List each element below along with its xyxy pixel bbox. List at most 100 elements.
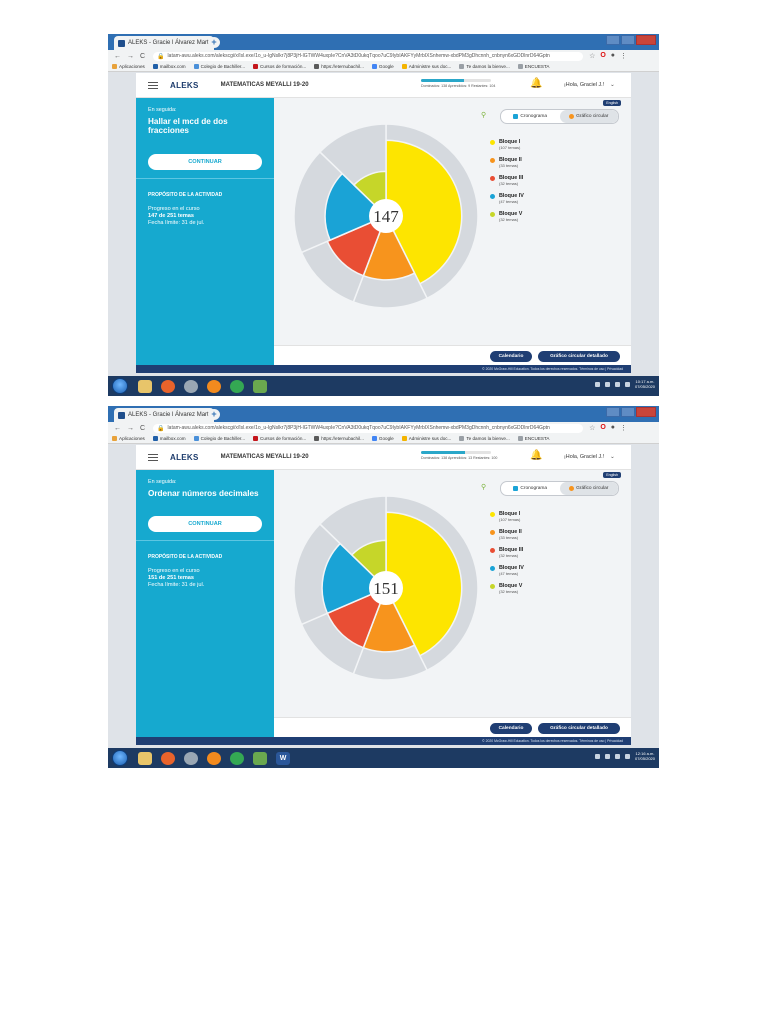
minimize-icon[interactable] — [606, 407, 620, 417]
media-player-icon[interactable] — [207, 379, 221, 393]
file-explorer-icon[interactable] — [138, 751, 152, 765]
continue-button[interactable]: CONTINUAR — [148, 516, 262, 532]
close-window-icon[interactable] — [636, 407, 656, 417]
account-icon[interactable]: ● — [610, 424, 616, 431]
legend-item[interactable]: Bloque V (32 temas) — [490, 583, 524, 594]
media-icon[interactable] — [184, 751, 198, 765]
bookmark-item[interactable]: mailbox.com — [152, 436, 186, 441]
bookmark-item[interactable]: mailbox.com — [152, 64, 186, 69]
new-tab-icon[interactable]: + — [208, 37, 220, 48]
maximize-icon[interactable] — [621, 35, 635, 45]
user-menu[interactable]: ¡Hola, Graciel J.! ⌄ — [564, 454, 615, 460]
bookmark-item[interactable]: ENCUESTA — [517, 64, 549, 69]
volume-icon[interactable] — [614, 753, 620, 759]
bell-icon[interactable]: 🔔 — [530, 450, 543, 461]
clock[interactable]: 12:16 a.m. 07/05/2020 — [634, 751, 655, 761]
bookmark-item[interactable]: Aplicaciones — [112, 64, 145, 69]
chrome-icon[interactable] — [230, 379, 244, 393]
back-icon[interactable]: ← — [114, 424, 121, 432]
network-icon[interactable] — [624, 753, 630, 759]
legend-item[interactable]: Bloque II (33 temas) — [490, 157, 524, 168]
legend-item[interactable]: Bloque III (32 temas) — [490, 547, 524, 558]
opera-icon[interactable]: O — [600, 52, 606, 59]
reload-icon[interactable]: C — [140, 52, 146, 60]
calendar-button[interactable]: Calendario — [490, 351, 532, 362]
legend-item[interactable]: Bloque III (32 temas) — [490, 175, 524, 186]
bookmark-item[interactable]: https://eternubachil... — [314, 64, 364, 69]
bookmark-item[interactable]: Cursos de formación... — [253, 64, 306, 69]
bookmark-item[interactable]: Colegio de Bachiller... — [193, 436, 245, 441]
language-button[interactable]: English — [603, 100, 621, 106]
media-icon[interactable] — [184, 379, 198, 393]
tab-cronograma[interactable]: Cronograma — [501, 482, 560, 495]
forward-icon[interactable]: → — [127, 52, 134, 60]
new-tab-icon[interactable]: + — [208, 409, 220, 420]
word-icon[interactable]: W — [276, 751, 290, 765]
url-field[interactable]: 🔒 latam-awu.aleks.com/alekscgi/x/Isl.exe… — [153, 51, 584, 61]
legend-item[interactable]: Bloque IV (47 temas) — [490, 193, 524, 204]
network-icon[interactable] — [624, 381, 630, 387]
bookmark-item[interactable]: Te damos la bienve... — [459, 64, 510, 69]
pie-slice-mastered[interactable] — [324, 172, 388, 242]
url-field[interactable]: 🔒 latam-awu.aleks.com/alekscgi/x/Isl.exe… — [153, 423, 584, 433]
bookmark-item[interactable]: Administre sus doc... — [401, 64, 451, 69]
tray-icon[interactable] — [604, 753, 610, 759]
tab-cronograma[interactable]: Cronograma — [501, 110, 560, 123]
image-app-icon[interactable] — [253, 379, 267, 393]
back-icon[interactable]: ← — [114, 52, 121, 60]
language-button[interactable]: English — [603, 472, 621, 478]
image-app-icon[interactable] — [253, 751, 267, 765]
detailed-chart-button[interactable]: Gráfico circular detallado — [538, 723, 620, 734]
menu-icon[interactable]: ⋮ — [620, 425, 628, 432]
volume-icon[interactable] — [614, 381, 620, 387]
detailed-chart-button[interactable]: Gráfico circular detallado — [538, 351, 620, 362]
chrome-icon[interactable] — [230, 751, 244, 765]
bookmark-item[interactable]: Cursos de formación... — [253, 436, 306, 441]
bookmark-item[interactable]: Aplicaciones — [112, 436, 145, 441]
close-window-icon[interactable] — [636, 35, 656, 45]
bookmark-star-icon[interactable]: ☆ — [589, 425, 596, 432]
legend-item[interactable]: Bloque I (107 temas) — [490, 139, 524, 150]
bookmark-item[interactable]: Administre sus doc... — [401, 436, 451, 441]
start-button-icon[interactable] — [112, 750, 128, 766]
minimize-icon[interactable] — [606, 35, 620, 45]
user-menu[interactable]: ¡Hola, Graciel J.! ⌄ — [564, 82, 615, 88]
continue-button[interactable]: CONTINUAR — [148, 154, 262, 170]
calendar-button[interactable]: Calendario — [490, 723, 532, 734]
pie-slice-mastered[interactable] — [385, 139, 463, 285]
browser-tab[interactable]: ALEKS - Gracie l Álvarez Martín × — [114, 36, 214, 50]
firefox-icon[interactable] — [161, 379, 175, 393]
bookmark-item[interactable]: Te damos la bienve... — [459, 436, 510, 441]
tab-grafico-circular[interactable]: Gráfico circular — [559, 110, 618, 123]
bell-icon[interactable]: 🔔 — [530, 78, 543, 89]
tray-icon[interactable] — [604, 381, 610, 387]
opera-icon[interactable]: O — [600, 424, 606, 431]
pie-slice-mastered[interactable] — [385, 511, 463, 657]
media-player-icon[interactable] — [207, 751, 221, 765]
firefox-icon[interactable] — [161, 751, 175, 765]
bookmark-star-icon[interactable]: ☆ — [589, 53, 596, 60]
browser-tab[interactable]: ALEKS - Gracie l Álvarez Martín × — [114, 408, 214, 422]
bookmark-item[interactable]: https://eternubachil... — [314, 436, 364, 441]
legend-item[interactable]: Bloque I (107 temas) — [490, 511, 524, 522]
legend-item[interactable]: Bloque II (33 temas) — [490, 529, 524, 540]
start-button-icon[interactable] — [112, 378, 128, 394]
bookmark-item[interactable]: Colegio de Bachiller... — [193, 64, 245, 69]
legend-item[interactable]: Bloque IV (47 temas) — [490, 565, 524, 576]
bookmark-item[interactable]: Google — [371, 436, 394, 441]
bookmark-item[interactable]: Google — [371, 64, 394, 69]
clock[interactable]: 10:17 a.m. 07/05/2020 — [634, 379, 655, 389]
pie-slice-mastered[interactable] — [321, 542, 388, 615]
account-icon[interactable]: ● — [610, 52, 616, 59]
file-explorer-icon[interactable] — [138, 379, 152, 393]
reload-icon[interactable]: C — [140, 424, 146, 432]
bookmark-item[interactable]: ENCUESTA — [517, 436, 549, 441]
hamburger-menu-icon[interactable] — [148, 81, 158, 89]
forward-icon[interactable]: → — [127, 424, 134, 432]
hamburger-menu-icon[interactable] — [148, 453, 158, 461]
menu-icon[interactable]: ⋮ — [620, 53, 628, 60]
tray-icon[interactable] — [594, 381, 600, 387]
tray-icon[interactable] — [594, 753, 600, 759]
key-icon[interactable]: ⚲ — [481, 484, 487, 491]
maximize-icon[interactable] — [621, 407, 635, 417]
